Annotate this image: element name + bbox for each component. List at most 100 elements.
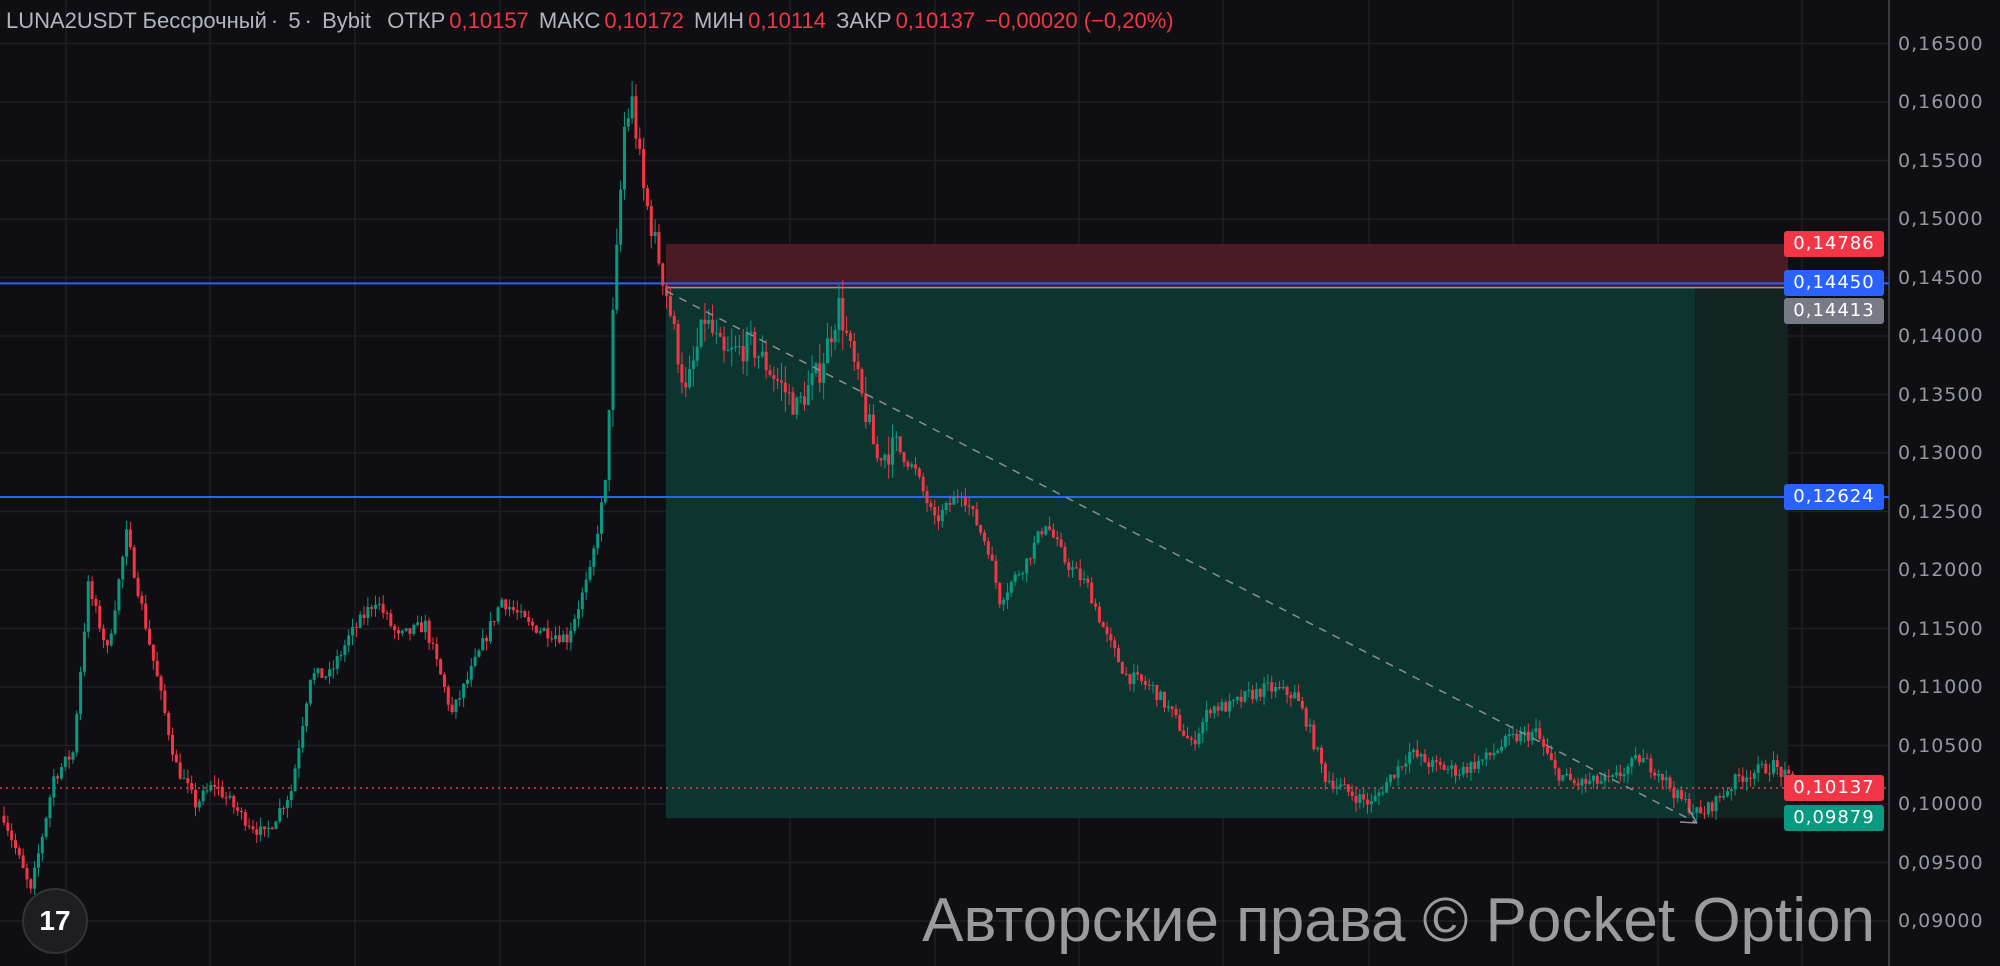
candle <box>439 659 443 675</box>
candle <box>1289 694 1293 699</box>
candle <box>1021 573 1025 575</box>
candle <box>1151 684 1155 686</box>
candle <box>347 635 351 646</box>
candle <box>779 380 783 383</box>
candle <box>1166 706 1170 708</box>
candle <box>891 437 895 465</box>
candle <box>328 669 332 677</box>
take-profit-zone-extension <box>1695 287 1788 819</box>
candle <box>366 606 370 619</box>
candle <box>841 297 845 331</box>
candle <box>806 385 810 405</box>
candle <box>1147 684 1151 686</box>
candle <box>1212 706 1216 714</box>
candle <box>259 826 263 835</box>
candle <box>1741 776 1745 782</box>
candle <box>1270 682 1274 692</box>
candle <box>1097 606 1101 623</box>
high-label: МАКС <box>538 8 601 33</box>
candle <box>282 808 286 810</box>
candle <box>1526 731 1530 741</box>
candle <box>1768 773 1772 775</box>
high-value: 0,10172 <box>604 8 684 33</box>
candle <box>1446 768 1450 771</box>
candle <box>982 532 986 542</box>
symbol-name[interactable]: LUNA2USDT Бессрочный <box>6 8 267 33</box>
candle <box>1059 539 1063 547</box>
candle <box>1434 760 1438 762</box>
candle <box>764 351 768 371</box>
candle <box>305 703 309 727</box>
candle <box>431 642 435 645</box>
candle <box>1239 696 1243 702</box>
candle <box>209 784 213 791</box>
candle <box>308 679 312 704</box>
candle <box>577 609 580 619</box>
candle <box>71 752 75 760</box>
candle <box>611 309 615 411</box>
y-tick-label: 0,14000 <box>1898 325 1984 347</box>
candle <box>1159 691 1163 701</box>
candle <box>148 628 152 645</box>
candle <box>691 360 695 369</box>
candle <box>75 714 79 753</box>
entry-price-tag: 0,14413 <box>1784 298 1884 325</box>
candle <box>194 789 197 808</box>
y-tick-label: 0,16000 <box>1898 91 1984 113</box>
candle <box>1297 692 1301 701</box>
candle <box>121 556 125 580</box>
candle <box>1519 733 1523 742</box>
candle <box>542 628 546 631</box>
candle <box>1009 581 1013 593</box>
candle <box>136 577 140 596</box>
candle <box>1438 761 1442 765</box>
candle <box>531 621 535 626</box>
candle <box>645 188 649 207</box>
candle <box>906 462 910 467</box>
candle <box>132 547 136 578</box>
candle <box>1691 812 1695 814</box>
candle <box>511 607 515 611</box>
close-label: ЗАКР <box>836 8 892 33</box>
candle <box>1576 783 1580 786</box>
candle <box>262 826 266 830</box>
candle <box>404 628 408 631</box>
interval[interactable]: 5 <box>288 8 301 33</box>
candle <box>1350 791 1354 797</box>
candle <box>33 867 37 889</box>
candle <box>270 827 274 830</box>
candle <box>178 762 182 779</box>
candle <box>389 613 393 626</box>
candle <box>163 690 167 713</box>
candle <box>358 614 362 628</box>
candle <box>1071 567 1075 570</box>
candle <box>496 607 500 622</box>
open-value: 0,10157 <box>449 8 529 33</box>
candle <box>1591 775 1595 781</box>
candle <box>986 541 990 555</box>
tradingview-logo[interactable]: 17 <box>22 888 88 954</box>
candle <box>1618 772 1622 777</box>
candle <box>1067 562 1071 570</box>
candle <box>1756 764 1760 773</box>
candle <box>393 625 397 631</box>
candle <box>1580 779 1584 786</box>
candle <box>1634 755 1638 759</box>
candle <box>848 333 852 341</box>
candle <box>1369 801 1373 805</box>
candle <box>1783 769 1787 777</box>
candle <box>825 338 829 364</box>
candle <box>1243 691 1247 702</box>
trend-arrow <box>665 290 1698 824</box>
candle <box>580 592 584 610</box>
candle <box>1699 807 1703 814</box>
candle <box>1503 735 1507 747</box>
candle <box>1748 777 1752 779</box>
candle <box>82 631 86 672</box>
candle <box>1258 688 1262 697</box>
candle <box>320 668 324 678</box>
candle <box>1427 762 1431 768</box>
candle <box>102 628 106 641</box>
candle <box>1055 537 1059 540</box>
